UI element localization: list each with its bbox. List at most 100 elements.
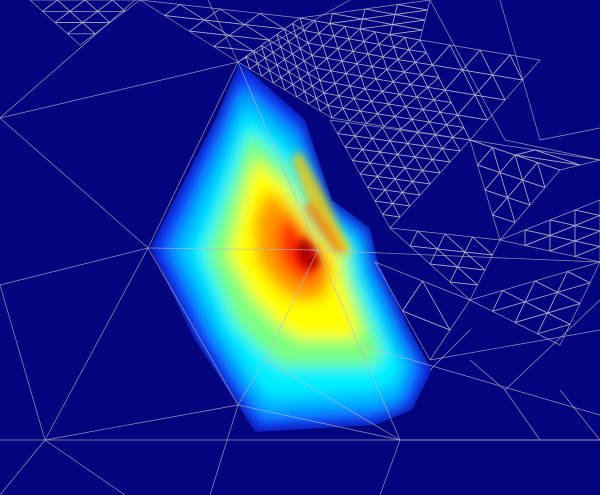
mesh-coarse-edge: [559, 389, 600, 441]
mesh-refined-edge: [382, 214, 401, 218]
mesh-refined-edge: [547, 292, 558, 314]
mesh-refined-edge: [288, 66, 297, 73]
mesh-refined-edge: [569, 303, 581, 325]
mesh-refined-edge: [393, 71, 405, 83]
mesh-refined-edge: [411, 109, 424, 120]
mesh-coarse-edge: [504, 299, 600, 391]
mesh-refined-edge: [469, 290, 503, 301]
mesh-refined-edge: [412, 170, 423, 182]
mesh-refined-edge: [422, 280, 451, 331]
mesh-refined-edge: [375, 78, 394, 83]
mesh-refined-edge: [261, 75, 274, 84]
mesh-refined-edge: [421, 74, 439, 78]
mesh-refined-edge: [399, 129, 418, 133]
mesh-refined-edge: [341, 60, 358, 65]
mesh-refined-edge: [389, 227, 418, 232]
mesh-refined-edge: [477, 147, 493, 166]
mesh-refined-edge: [422, 109, 441, 113]
mesh-refined-edge: [288, 35, 297, 42]
mesh-refined-edge: [322, 45, 339, 49]
mesh-refined-edge: [375, 69, 388, 80]
mesh-refined-edge: [397, 59, 416, 63]
mesh-refined-edge: [322, 35, 335, 47]
mesh-refined-edge: [352, 160, 361, 175]
mesh-refined-edge: [477, 164, 486, 191]
mesh-refined-edge: [359, 18, 363, 30]
mesh-refined-edge: [333, 35, 339, 49]
scalar-field: [150, 62, 432, 432]
mesh-refined-edge: [337, 38, 350, 49]
mesh-refined-edge: [412, 181, 431, 185]
mesh-refined-edge: [273, 82, 286, 91]
mesh-refined-edge: [392, 203, 411, 207]
mesh-refined-edge: [261, 45, 274, 53]
mesh-refined-edge: [417, 230, 438, 250]
mesh-refined-edge: [402, 192, 411, 207]
mesh-refined-edge: [374, 200, 393, 204]
mesh-refined-edge: [492, 214, 516, 223]
mesh-refined-edge: [419, 29, 423, 41]
mesh-refined-edge: [84, 0, 98, 12]
mesh-refined-edge: [449, 44, 463, 71]
mesh-refined-edge: [300, 78, 305, 92]
mesh-refined-edge: [429, 248, 438, 265]
mesh-refined-edge: [329, 13, 333, 24]
mesh-refined-edge: [444, 233, 466, 253]
mesh-refined-edge: [400, 128, 419, 133]
mesh-refined-edge: [284, 28, 297, 37]
mesh-refined-edge: [259, 13, 301, 19]
mesh-refined-edge: [432, 64, 446, 91]
mesh-refined-edge: [427, 86, 446, 91]
mesh-refined-edge: [280, 46, 293, 55]
mesh-refined-edge: [244, 24, 270, 41]
mesh-refined-edge: [469, 299, 493, 312]
mesh-refined-edge: [337, 122, 348, 134]
mesh-refined-edge: [307, 33, 320, 44]
mesh-refined-edge: [228, 24, 245, 36]
mesh-refined-edge: [392, 81, 400, 95]
mesh-refined-edge: [502, 280, 536, 291]
mesh-refined-edge: [392, 192, 403, 204]
mesh-refined-edge: [492, 147, 501, 173]
mesh-refined-edge: [549, 250, 576, 257]
mesh-refined-edge: [315, 67, 332, 72]
mesh-refined-edge: [393, 37, 406, 48]
mesh-refined-edge: [359, 24, 393, 30]
mesh-refined-edge: [408, 49, 416, 63]
mesh-refined-edge: [308, 73, 321, 81]
mesh-coarse-edge: [317, 249, 401, 441]
mesh-refined-edge: [320, 105, 329, 112]
mesh-refined-edge: [574, 246, 600, 257]
mesh-refined-edge: [411, 119, 419, 132]
mesh-refined-edge: [469, 139, 478, 166]
mesh-refined-edge: [574, 199, 600, 211]
mesh-refined-edge: [362, 14, 396, 20]
mesh-refined-edge: [492, 239, 501, 256]
mesh-refined-edge: [405, 106, 413, 120]
mesh-refined-edge: [299, 17, 331, 24]
mesh-refined-edge: [296, 66, 309, 74]
mesh-refined-edge: [332, 13, 363, 20]
mesh-refined-edge: [462, 69, 476, 96]
mesh-refined-edge: [437, 248, 458, 268]
mesh-refined-edge: [444, 69, 463, 91]
mesh-refined-edge: [534, 149, 581, 166]
mesh-refined-edge: [479, 49, 493, 76]
mesh-refined-edge: [342, 108, 350, 121]
mesh-refined-edge: [416, 96, 424, 110]
mesh-refined-edge: [272, 52, 285, 60]
mesh-refined-edge: [524, 301, 548, 314]
mesh-refined-edge: [378, 44, 384, 57]
mesh-coarse-edge: [237, 61, 319, 251]
mesh-refined-edge: [477, 164, 501, 173]
mesh-refined-edge: [329, 23, 335, 37]
mesh-refined-edge: [492, 310, 516, 323]
mesh-refined-edge: [389, 140, 398, 155]
mesh-refined-edge: [446, 124, 464, 128]
mesh-refined-edge: [429, 263, 451, 283]
mesh-refined-edge: [384, 178, 396, 191]
mesh-refined-edge: [349, 76, 362, 87]
mesh-refined-edge: [492, 74, 506, 101]
mesh-refined-edge: [514, 301, 526, 323]
mesh-refined-edge: [449, 299, 471, 331]
